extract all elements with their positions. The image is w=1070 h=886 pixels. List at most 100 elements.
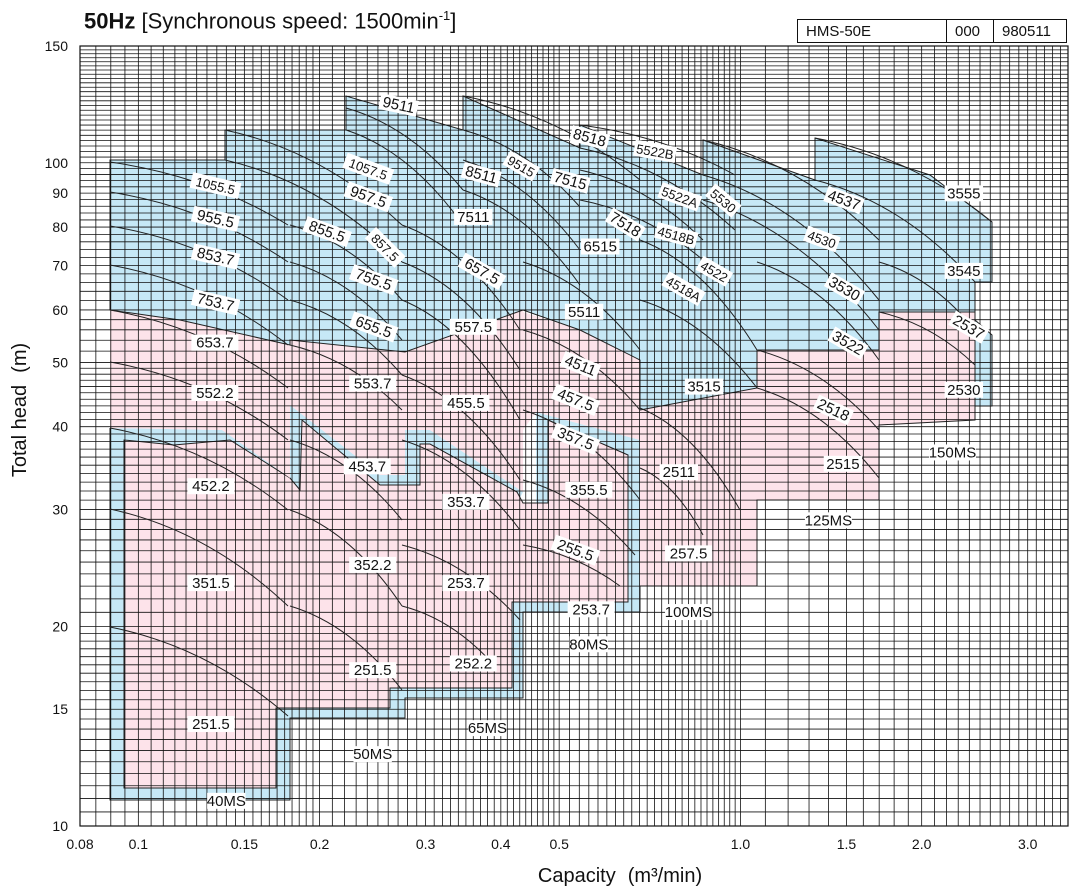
label-background [550,534,601,566]
label-text: 351.5 [192,575,230,592]
label-background [632,139,678,163]
performance-curve [639,299,758,389]
label-text: 353.7 [447,494,485,511]
label-background [653,222,699,249]
model-label: 353.7 [442,493,490,511]
label-text: 257.5 [670,545,708,562]
label-text: 9511 [381,94,416,117]
label-background [928,444,976,461]
performance-curve [702,174,880,301]
performance-curve [522,479,636,556]
title-speed: [Synchronous speed: 1500min [141,8,439,34]
label-text: 653.7 [196,335,234,352]
performance-curve [289,299,403,376]
label-text: 453.7 [348,458,386,475]
label-text: 253.7 [447,575,485,592]
label-background [343,458,391,475]
label-text: 355.5 [570,482,608,499]
label-background [827,326,869,360]
model-label: 2515 [823,455,863,473]
performance-curve [579,169,704,241]
label-background [349,556,397,573]
x-axis-title: Capacity [538,865,616,886]
performance-curve [639,239,758,351]
performance-curve [878,311,976,366]
model-label: 2530 [944,381,984,399]
x-axis-label: Capacity (m³/min) [538,865,702,886]
label-text: 3555 [947,185,980,202]
y-tick-label: 60 [52,302,68,318]
label-text: 251.5 [192,716,230,733]
model-label: 253.7 [442,575,490,592]
x-tick-label: 0.5 [549,836,569,852]
document-number-box: 980511 [993,19,1067,43]
y-tick-label: 100 [45,155,69,171]
label-background [457,252,507,290]
label-background [581,238,620,255]
model-label: 257.5 [665,545,713,562]
performance-curve [401,299,521,421]
label-text: 125MS [805,512,853,529]
label-background [349,662,397,679]
performance-curve [522,544,621,587]
label-text: 7511 [457,209,489,226]
model-label: 455.5 [442,394,490,412]
label-background [468,720,507,737]
label-background [460,161,502,188]
label-background [190,289,241,316]
bore-label: 125MS [805,512,853,529]
model-label: 253.7 [567,601,615,618]
label-background [659,464,698,481]
performance-curve [401,544,521,621]
label-background [442,575,490,592]
label-background [823,272,866,306]
label-text: 3515 [687,379,720,396]
y-tick-label: 150 [45,38,69,54]
label-background [343,181,394,213]
label-background [568,125,611,151]
y-axis-label: Total head (m) [9,343,31,477]
performance-curve [289,509,403,607]
label-text: 2511 [663,464,695,481]
label-background [348,264,399,296]
label-text: 2515 [826,456,859,473]
label-background [191,384,239,401]
model-label: 557.5 [449,318,497,336]
label-background [567,601,615,618]
label-background [812,394,855,426]
label-background [657,182,703,212]
performance-curve [702,139,880,241]
label-background [378,93,420,117]
pink-region-lower [123,418,629,789]
x-axis-unit: (m³/min) [628,865,702,886]
document-number: 980511 [1002,23,1051,40]
y-tick-label: 50 [52,354,68,370]
model-label: 355.5 [565,481,613,499]
label-background [823,455,863,472]
y-tick-label: 90 [52,185,68,201]
title-frequency: 50Hz [84,8,136,34]
performance-curve [639,467,704,536]
label-background [502,150,541,182]
x-tick-label: 0.3 [416,836,436,852]
label-background [190,243,241,270]
bore-label: 80MS [569,636,608,653]
label-text: 5511 [568,304,600,321]
model-label: 251.5 [187,716,235,733]
model-label: 3555 [944,185,984,202]
x-tick-label: 0.15 [231,836,258,852]
performance-curve [814,137,993,223]
performance-curve [579,199,704,261]
y-axis-unit: (m) [9,343,31,373]
label-text: 50MS [353,746,392,763]
model-label: 853.7 [190,243,241,270]
label-background [705,183,742,218]
performance-curve [289,344,403,411]
label-background [802,225,841,253]
performance-curve [345,107,464,191]
x-tick-label: 2.0 [912,836,932,852]
label-background [454,208,493,225]
label-text: 5522B [635,141,675,162]
label-text: 65MS [468,720,507,737]
performance-curve [401,439,521,531]
